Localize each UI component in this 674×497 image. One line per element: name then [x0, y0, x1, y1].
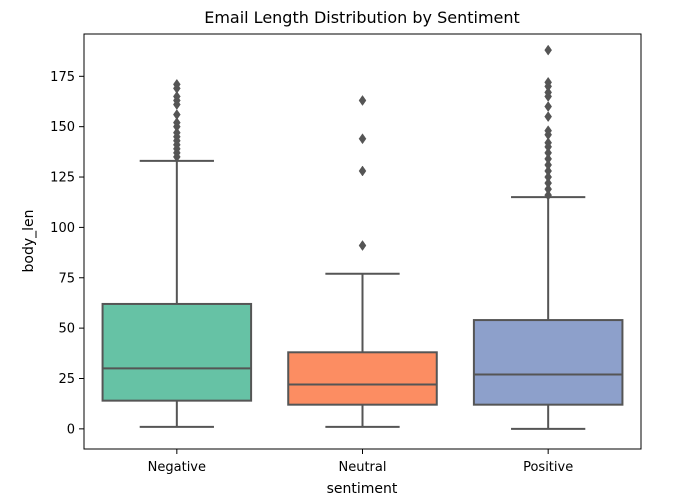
outlier-point [544, 76, 552, 88]
outlier-point [544, 165, 552, 177]
chart-title: Email Length Distribution by Sentiment [204, 8, 520, 27]
outlier-point [544, 86, 552, 98]
outlier-point [544, 153, 552, 165]
outlier-point [173, 109, 181, 121]
y-tick-label: 75 [58, 271, 75, 286]
box-neutral [287, 95, 438, 428]
x-tick-label: Negative [148, 460, 206, 475]
outlier-point [544, 125, 552, 137]
outlier-point [173, 78, 181, 90]
outlier-point [358, 240, 367, 251]
iqr-box [287, 351, 438, 406]
outlier-point [358, 165, 367, 177]
y-axis-label: body_len [21, 210, 37, 273]
x-tick-label: Neutral [339, 460, 387, 475]
outlier-point [358, 133, 367, 145]
y-tick-label: 50 [58, 322, 75, 337]
plot-area [101, 44, 624, 430]
box-positive [472, 44, 624, 430]
outlier-point [544, 44, 552, 56]
y-tick-label: 0 [67, 422, 75, 437]
outlier-point [544, 147, 552, 159]
outlier-point [544, 137, 552, 149]
y-tick-label: 175 [50, 70, 75, 85]
outlier-point [544, 177, 552, 189]
box-negative [101, 78, 253, 428]
outlier-point [173, 127, 181, 139]
outlier-point [544, 171, 552, 183]
iqr-box [472, 319, 624, 406]
y-tick-label: 25 [58, 372, 75, 387]
outlier-point [544, 111, 552, 123]
y-tick-label: 100 [50, 221, 75, 236]
iqr-box [101, 302, 253, 402]
x-tick-label: Positive [523, 460, 573, 475]
y-tick-label: 150 [50, 120, 75, 135]
outlier-point [358, 95, 367, 106]
x-axis: Negative Neutral Positive [148, 449, 573, 475]
outlier-point [544, 101, 552, 112]
y-axis: 0 25 50 75 100 125 150 175 [50, 70, 84, 437]
outlier-point [544, 189, 552, 201]
x-axis-label: sentiment [327, 481, 398, 497]
outlier-point [544, 183, 552, 195]
outlier-point [544, 159, 552, 171]
outlier-point [173, 91, 181, 102]
y-tick-label: 125 [50, 171, 75, 186]
outlier-point [173, 117, 181, 129]
